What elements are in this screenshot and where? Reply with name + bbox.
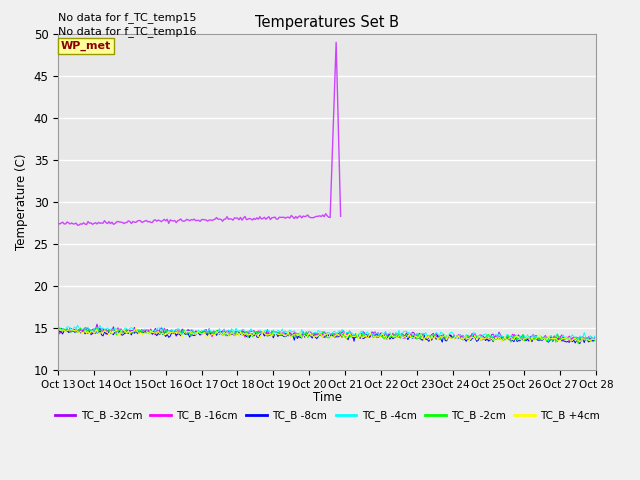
Text: No data for f_TC_temp16: No data for f_TC_temp16 [58, 26, 196, 37]
X-axis label: Time: Time [313, 391, 342, 404]
Title: Temperatures Set B: Temperatures Set B [255, 15, 399, 30]
Text: No data for f_TC_temp15: No data for f_TC_temp15 [58, 12, 196, 23]
Y-axis label: Temperature (C): Temperature (C) [15, 154, 28, 250]
Legend: TC_B -32cm, TC_B -16cm, TC_B -8cm, TC_B -4cm, TC_B -2cm, TC_B +4cm: TC_B -32cm, TC_B -16cm, TC_B -8cm, TC_B … [51, 406, 604, 425]
Text: WP_met: WP_met [61, 41, 111, 51]
